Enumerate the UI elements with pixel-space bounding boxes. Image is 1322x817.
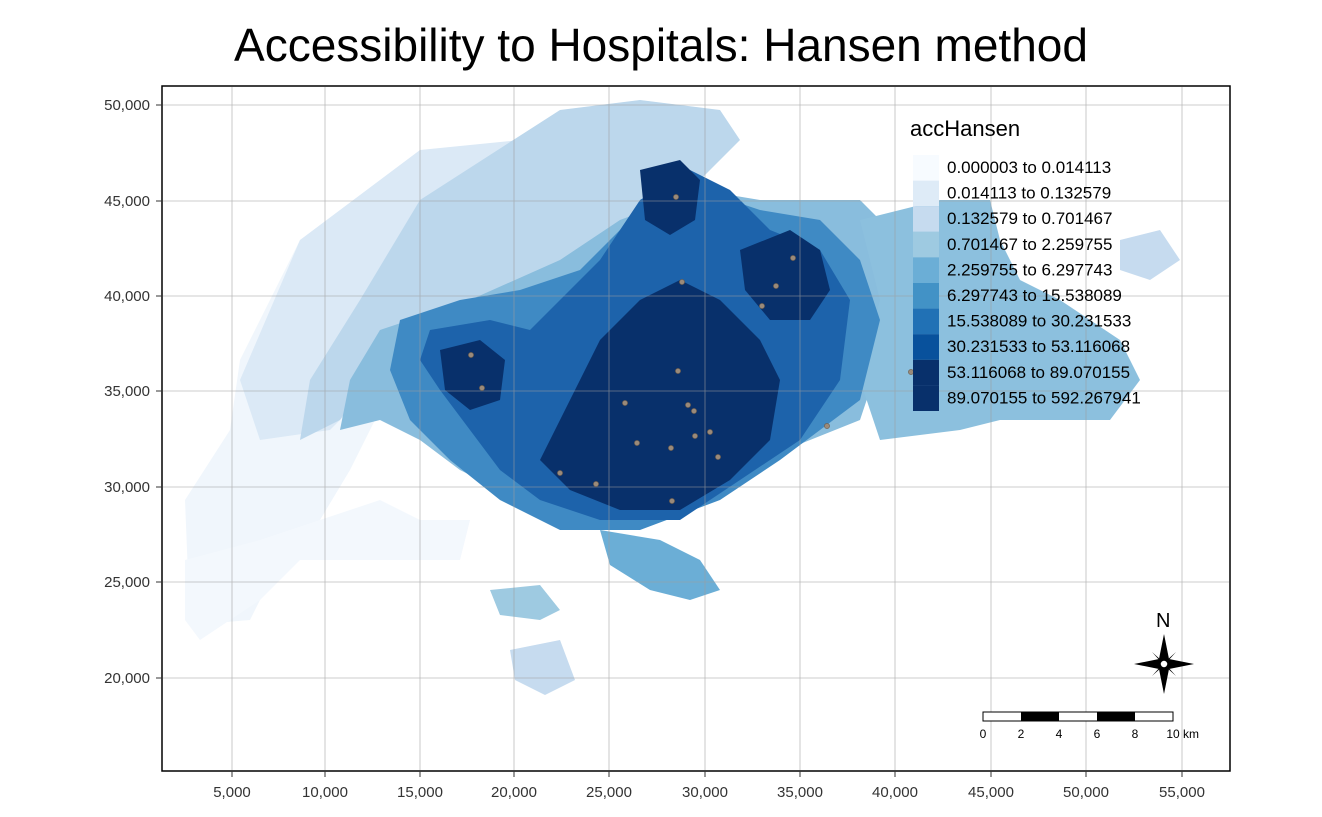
hospital-point bbox=[468, 352, 474, 358]
x-axis: 5,000 10,000 15,000 20,000 25,000 30,000 35,00… bbox=[213, 771, 1205, 801]
hospital-point bbox=[673, 194, 679, 200]
x-tick-label: 10,000 bbox=[302, 784, 348, 801]
x-tick-label: 30,000 bbox=[682, 784, 728, 801]
hospital-point bbox=[668, 445, 674, 451]
legend-label: 89.070155 to 592.267941 bbox=[947, 388, 1141, 407]
hospital-point bbox=[622, 400, 628, 406]
region-darkest-east bbox=[740, 230, 830, 320]
x-tick-label: 55,000 bbox=[1159, 784, 1205, 801]
legend-label: 53.116068 to 89.070155 bbox=[947, 363, 1130, 382]
legend-label: 0.000003 to 0.014113 bbox=[947, 158, 1111, 177]
legend-swatch bbox=[913, 385, 939, 411]
grid-lines bbox=[163, 87, 1229, 770]
region-west-islands bbox=[185, 500, 470, 640]
hospital-point bbox=[908, 369, 914, 375]
map-title: Accessibility to Hospitals: Hansen metho… bbox=[234, 19, 1088, 71]
scale-bar-labels: 0 2 4 6 8 10 km bbox=[980, 727, 1199, 741]
x-tick-label: 25,000 bbox=[586, 784, 632, 801]
scale-tick-label: 6 bbox=[1094, 727, 1101, 741]
y-tick-label: 35,000 bbox=[104, 383, 150, 400]
legend-label: 0.132579 to 0.701467 bbox=[947, 209, 1112, 228]
region-darkest-west bbox=[440, 340, 505, 410]
x-tick-label: 15,000 bbox=[397, 784, 443, 801]
y-tick-label: 50,000 bbox=[104, 97, 150, 114]
scale-tick-label: 4 bbox=[1056, 727, 1063, 741]
legend-label: 2.259755 to 6.297743 bbox=[947, 260, 1112, 279]
y-tick-label: 30,000 bbox=[104, 479, 150, 496]
hospital-point bbox=[685, 402, 691, 408]
legend-swatch bbox=[913, 283, 939, 309]
island-south-2 bbox=[490, 585, 560, 620]
hospital-point bbox=[679, 279, 685, 285]
north-arrow: N bbox=[1134, 610, 1194, 694]
legend-swatch bbox=[913, 308, 939, 335]
hospital-point bbox=[669, 498, 675, 504]
x-tick-label: 35,000 bbox=[777, 784, 823, 801]
legend-swatch bbox=[913, 206, 939, 232]
legend-label: 6.297743 to 15.538089 bbox=[947, 286, 1122, 305]
legend-swatch bbox=[913, 334, 939, 360]
scale-bar: 0 2 4 6 8 10 km bbox=[980, 711, 1199, 741]
hospital-point bbox=[692, 433, 698, 439]
x-tick-label: 20,000 bbox=[491, 784, 537, 801]
legend-swatch bbox=[913, 231, 939, 258]
hospital-point bbox=[759, 303, 765, 309]
hospital-points bbox=[468, 194, 914, 504]
x-tick-label: 5,000 bbox=[213, 784, 251, 801]
panel-border bbox=[161, 85, 1231, 772]
compass-rose-icon bbox=[1134, 634, 1194, 694]
island-south-3 bbox=[510, 640, 575, 695]
region-mid-light bbox=[300, 100, 740, 440]
legend-swatch bbox=[913, 257, 939, 283]
hospital-point bbox=[557, 470, 563, 476]
legend-label: 0.701467 to 2.259755 bbox=[947, 235, 1112, 254]
legend-swatch bbox=[913, 359, 939, 386]
scale-tick-label: 10 bbox=[1166, 727, 1180, 741]
hospital-point bbox=[773, 283, 779, 289]
hospital-point bbox=[675, 368, 681, 374]
x-tick-label: 45,000 bbox=[968, 784, 1014, 801]
legend-swatch bbox=[913, 180, 939, 207]
island-south-1 bbox=[600, 530, 720, 600]
region-darkest-core bbox=[540, 280, 780, 510]
legend-label: 15.538089 to 30.231533 bbox=[947, 312, 1131, 331]
legend-label: 30.231533 to 53.116068 bbox=[947, 337, 1130, 356]
legend-label: 0.014113 to 0.132579 bbox=[947, 184, 1111, 203]
hospital-point bbox=[824, 423, 830, 429]
scale-tick-label: 8 bbox=[1132, 727, 1139, 741]
hospital-point bbox=[593, 481, 599, 487]
island-east-tip bbox=[1120, 230, 1180, 280]
hospital-point bbox=[790, 255, 796, 261]
region-darkest-north bbox=[640, 160, 700, 235]
y-tick-label: 45,000 bbox=[104, 193, 150, 210]
scale-unit: km bbox=[1183, 727, 1199, 741]
legend-title: accHansen bbox=[910, 116, 1020, 141]
hospital-point bbox=[715, 454, 721, 460]
hospital-point bbox=[634, 440, 640, 446]
hospital-point bbox=[691, 408, 697, 414]
north-label: N bbox=[1156, 610, 1170, 632]
y-tick-label: 20,000 bbox=[104, 670, 150, 687]
y-axis: 50,000 45,000 40,000 35,000 30,000 25,000 20,0… bbox=[104, 97, 162, 687]
legend-swatch bbox=[913, 155, 939, 181]
legend: accHansen 0.000003 to 0.014113 0.014113 t… bbox=[910, 116, 1141, 411]
hospital-point bbox=[707, 429, 713, 435]
hospital-point bbox=[479, 385, 485, 391]
scale-tick-label: 2 bbox=[1018, 727, 1025, 741]
x-tick-label: 50,000 bbox=[1063, 784, 1109, 801]
y-tick-label: 25,000 bbox=[104, 574, 150, 591]
y-tick-label: 40,000 bbox=[104, 288, 150, 305]
scale-tick-label: 0 bbox=[980, 727, 987, 741]
x-tick-label: 40,000 bbox=[872, 784, 918, 801]
